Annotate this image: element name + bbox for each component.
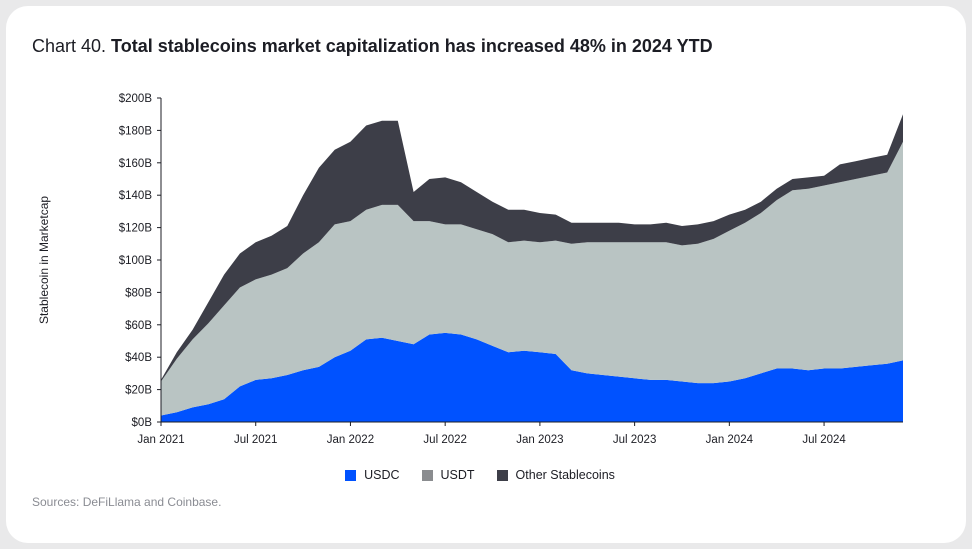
y-tick-label: $180B xyxy=(119,125,153,137)
y-tick-label: $140B xyxy=(119,190,153,202)
area-series-usdc xyxy=(161,332,903,422)
area-layer xyxy=(161,114,903,422)
x-tick-label: Jul 2022 xyxy=(423,434,466,446)
y-tick-label: $200B xyxy=(119,93,153,105)
chart-title-main: Total stablecoins market capitalization … xyxy=(111,36,713,56)
legend-item-usdc: USDC xyxy=(345,468,400,482)
y-tick-label: $60B xyxy=(125,320,152,332)
axes-layer: $0B $20B $40B $60B $80B $100B $120B $140B $160B $… xyxy=(119,93,903,446)
chart-title-prefix: Chart 40. xyxy=(32,36,112,56)
y-tick-label: $160B xyxy=(119,158,153,170)
x-tick-label: Jan 2022 xyxy=(327,434,374,446)
legend-item-usdt: USDT xyxy=(421,468,475,482)
legend-swatch xyxy=(345,469,357,481)
x-tick-label: Jul 2021 xyxy=(234,434,277,446)
legend-label: Other Stablecoins xyxy=(515,468,615,482)
chart-legend: USDC USDT Other Stablecoins xyxy=(0,468,960,482)
y-tick-label: $120B xyxy=(119,223,153,235)
area-series-other-stablecoins xyxy=(161,114,903,382)
y-tick-label: $40B xyxy=(125,352,152,364)
legend-item-other-stablecoins: Other Stablecoins xyxy=(496,468,615,482)
x-tick-label: Jul 2023 xyxy=(613,434,656,446)
legend-label: USDC xyxy=(364,468,400,482)
x-tick-label: Jul 2024 xyxy=(802,434,846,446)
legend-swatch xyxy=(496,469,508,481)
source-note: Sources: DeFiLlama and Coinbase. xyxy=(32,495,222,509)
legend-swatch xyxy=(421,469,433,481)
y-tick-label: $100B xyxy=(119,255,153,267)
chart-title: Chart 40. Total stablecoins market capit… xyxy=(32,36,713,57)
x-tick-label: Jan 2024 xyxy=(706,434,754,446)
x-tick-label: Jan 2023 xyxy=(516,434,563,446)
legend-label: USDT xyxy=(440,468,475,482)
y-axis-label: Stablecoin in Marketcap xyxy=(37,196,51,324)
y-tick-label: $20B xyxy=(125,385,152,397)
x-tick-label: Jan 2021 xyxy=(137,434,184,446)
area-series-usdt xyxy=(161,141,903,416)
y-tick-label: $0B xyxy=(132,417,153,429)
y-tick-label: $80B xyxy=(125,287,152,299)
